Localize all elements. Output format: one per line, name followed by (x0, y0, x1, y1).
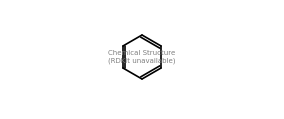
Text: Chemical Structure
(RDKit unavailable): Chemical Structure (RDKit unavailable) (108, 50, 176, 64)
